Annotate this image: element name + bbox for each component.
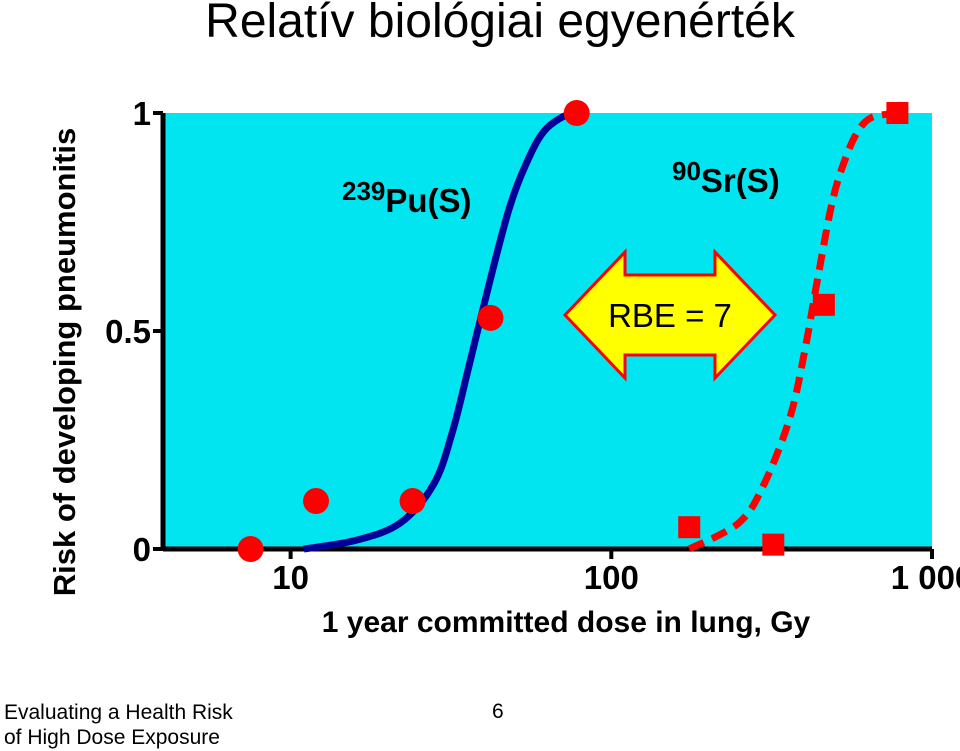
x-tick-label: 10 [272, 559, 309, 596]
plot-area [163, 113, 932, 549]
data-markers [237, 100, 909, 562]
sr-data-point [886, 102, 909, 124]
pu-data-point [237, 536, 264, 562]
sr-series-label: 90Sr(S) [672, 156, 780, 199]
y-tick-label: 1 [133, 95, 151, 132]
sr-mass-number: 90 [672, 156, 701, 186]
rbe-double-arrow [562, 248, 778, 382]
footer-line-1: Evaluating a Health Risk [4, 701, 233, 724]
rbe-label: RBE = 7 [608, 297, 732, 334]
x-axis-label: 1 year committed dose in lung, Gy [322, 606, 811, 639]
footer-caption: Evaluating a Health Risk of High Dose Ex… [4, 700, 233, 750]
x-tick-label: 100 [584, 559, 639, 596]
pu-data-point [477, 304, 504, 331]
page-number: 6 [492, 700, 504, 723]
pu-data-point [563, 100, 590, 126]
sr-fit-curve [687, 109, 898, 553]
y-tick-label: 0.5 [105, 313, 151, 350]
sr-data-point [812, 293, 835, 316]
y-tick-label: 0 [133, 531, 151, 568]
sr-data-point [762, 533, 785, 556]
pu-mass-number: 239 [342, 176, 385, 206]
sr-data-point [678, 516, 701, 539]
annotations: RBE = 7 239Pu(S) 90Sr(S) [342, 156, 780, 382]
pu-series-label: 239Pu(S) [342, 176, 472, 219]
pu-data-point [303, 488, 330, 515]
dose-response-chart: 0 0.5 1 10 100 1 000 RBE = 7 239Pu(S) 90Sr(S)… [47, 95, 960, 639]
y-axis-label: Risk of developing pneumonitis [47, 128, 82, 596]
x-tick-label: 1 000 [891, 559, 960, 596]
pu-data-point [399, 488, 426, 515]
sr-name: Sr(S) [701, 162, 780, 199]
slide-title: Relatív biológiai egyenérték [205, 0, 795, 48]
footer-line-2: of High Dose Exposure [4, 726, 220, 749]
pu-name: Pu(S) [385, 182, 471, 219]
axis-ticks: 0 0.5 1 10 100 1 000 [105, 95, 960, 596]
